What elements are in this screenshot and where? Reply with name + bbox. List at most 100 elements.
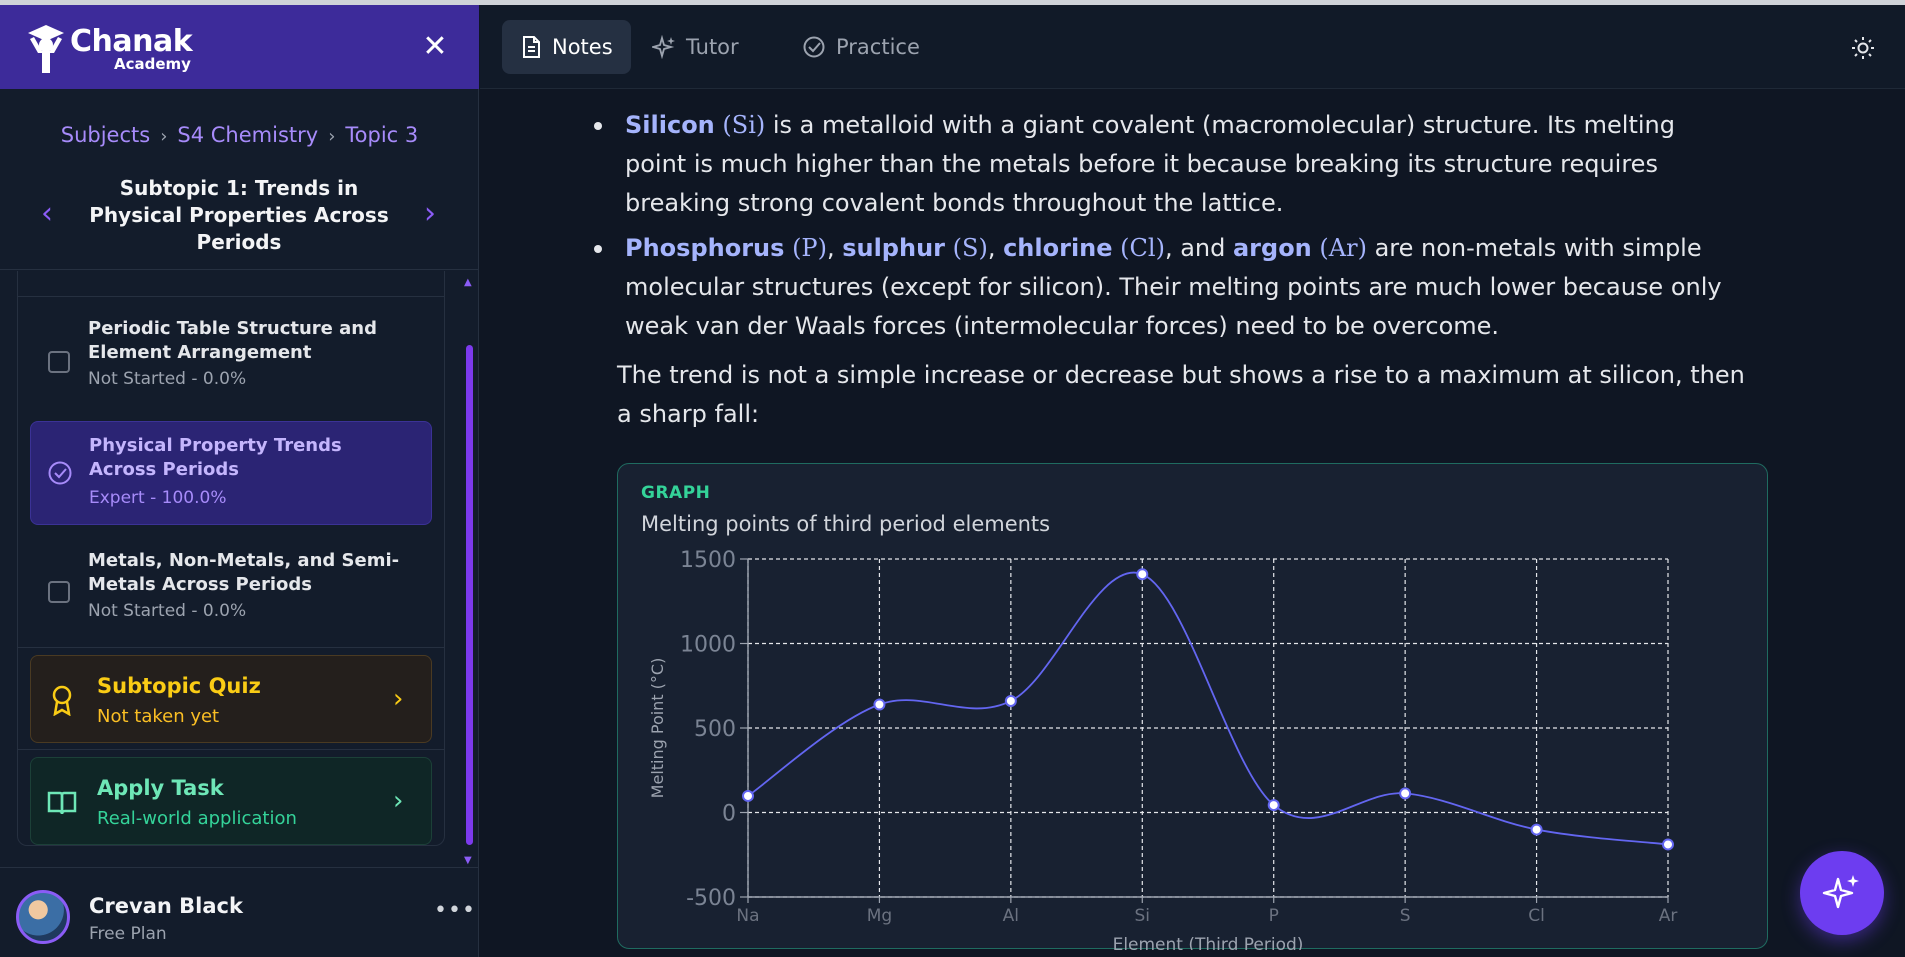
text-and: , and [1165,234,1233,262]
document-icon [520,35,542,59]
x-tick-label: Al [1003,906,1019,926]
lesson-status: Expert - 100.0% [89,488,226,508]
symbol-p: (P) [792,234,827,262]
term-phosphorus: Phosphorus [625,234,784,262]
tab-tutor[interactable]: Tutor [634,20,757,74]
y-tick-label: 0 [722,802,736,827]
lesson-title: Periodic Table Structure and Element Arr… [88,317,408,365]
close-sidebar-icon[interactable]: ✕ [420,33,450,63]
bullet-nonmetals: Phosphorus (P), sulphur (S), chlorine (C… [625,229,1740,346]
data-point [1269,800,1279,810]
x-axis-label: Element (Third Period) [1113,935,1304,950]
melting-point-chart: -500 0 500 1000 1500 Na Mg Al Si P S Cl Ar Element (T… [618,464,1769,950]
divider [0,269,479,270]
scroll-thumb[interactable] [466,345,473,845]
lesson-title: Physical Property Trends Across Periods [89,434,409,482]
divider [18,749,445,750]
scroll-down-icon[interactable]: ▼ [464,855,472,866]
data-point [1006,696,1016,706]
scroll-up-icon[interactable]: ▲ [464,277,472,288]
lesson-title: Metals, Non-Metals, and Semi-Metals Acro… [88,549,408,597]
lesson-list: Periodic Table Structure and Element Arr… [17,271,445,846]
lesson-item[interactable]: Metals, Non-Metals, and Semi-Metals Acro… [30,537,432,633]
user-plan: Free Plan [89,924,167,944]
sparkles-icon [1821,872,1863,914]
user-profile[interactable]: Crevan Black Free Plan ••• [0,867,479,957]
data-point [743,791,753,801]
y-tick-label: -500 [686,886,736,911]
brand-sub: Academy [114,57,192,72]
data-point [1532,825,1542,835]
subtopic-quiz-card[interactable]: Subtopic Quiz Not taken yet › [30,655,432,743]
symbol-cl: (Cl) [1120,234,1165,262]
graph-card: GRAPH Melting points of third period ele… [617,463,1768,949]
x-tick-label: S [1400,906,1411,926]
data-point [1663,839,1673,849]
graduate-logo-icon [24,23,68,75]
lesson-status: Not Started - 0.0% [88,601,246,621]
user-name: Crevan Black [89,894,243,918]
quiz-sub: Not taken yet [97,706,219,727]
x-tick-label: Cl [1528,906,1545,926]
ai-assistant-button[interactable] [1800,851,1884,935]
logo[interactable]: Chanak Academy [24,23,192,75]
quiz-title: Subtopic Quiz [97,674,261,698]
data-point [1400,788,1410,798]
main-panel: Notes Tutor Practice Silicon (Si) is a m… [480,5,1905,957]
tab-notes[interactable]: Notes [502,20,631,74]
symbol-ar: (Ar) [1319,234,1367,262]
sun-icon[interactable] [1850,35,1876,61]
lesson-status: Not Started - 0.0% [88,369,246,389]
symbol-si: (Si) [722,111,765,139]
check-circle-icon [802,35,826,59]
x-tick-label: Si [1135,906,1151,926]
term-argon: argon [1233,234,1312,262]
more-options-icon[interactable]: ••• [434,898,476,923]
chevron-right-icon: › [160,126,167,147]
next-subtopic-icon[interactable]: › [415,197,445,233]
term-sulphur: sulphur [842,234,945,262]
check-circle-icon [47,460,73,486]
book-open-icon [47,786,77,818]
apply-sub: Real-world application [97,808,297,829]
x-tick-label: P [1269,906,1279,926]
breadcrumb-subject[interactable]: S4 Chemistry [177,123,318,147]
checkbox-icon[interactable] [48,351,70,373]
notes-content: Silicon (Si) is a metalloid with a giant… [480,89,1905,957]
tab-notes-label: Notes [552,35,613,59]
bullet-text: is a metalloid with a giant covalent (ma… [625,111,1675,217]
tab-bar: Notes Tutor Practice [480,5,1905,89]
trend-paragraph: The trend is not a simple increase or de… [617,356,1767,434]
data-point [1137,569,1147,579]
y-tick-label: 1000 [680,633,736,658]
divider [18,647,445,648]
checkbox-icon[interactable] [48,581,70,603]
brand-name: Chanak [70,27,192,57]
prev-subtopic-icon[interactable]: ‹ [32,197,62,233]
tab-practice[interactable]: Practice [784,20,938,74]
breadcrumb-topic[interactable]: Topic 3 [345,123,418,147]
lesson-item[interactable]: Periodic Table Structure and Element Arr… [30,307,432,403]
breadcrumb: Subjects › S4 Chemistry › Topic 3 [0,123,479,147]
x-tick-label: Ar [1659,906,1678,926]
tab-tutor-label: Tutor [686,35,739,59]
data-point [874,700,884,710]
lesson-item-active[interactable]: Physical Property Trends Across Periods … [30,421,432,525]
y-tick-label: 1500 [680,548,736,573]
bullet-silicon: Silicon (Si) is a metalloid with a giant… [625,106,1740,223]
subtopic-title: Subtopic 1: Trends in Physical Propertie… [80,175,398,256]
term-silicon: Silicon [625,111,715,139]
sidebar: Chanak Academy ✕ Subjects › S4 Chemistry › T… [0,5,479,957]
breadcrumb-subjects[interactable]: Subjects [61,123,150,147]
brand-bar: Chanak Academy ✕ [0,5,479,89]
award-icon [47,684,77,716]
avatar[interactable] [16,890,70,944]
series-line [748,573,1668,845]
apply-task-card[interactable]: Apply Task Real-world application › [30,757,432,845]
tab-practice-label: Practice [836,35,920,59]
chevron-right-icon: › [328,126,335,147]
subtopic-nav: ‹ Subtopic 1: Trends in Physical Propert… [0,171,479,261]
x-tick-label: Mg [867,906,892,926]
sidebar-scrollbar[interactable]: ▲ ▼ [462,277,478,867]
symbol-s: (S) [953,234,988,262]
